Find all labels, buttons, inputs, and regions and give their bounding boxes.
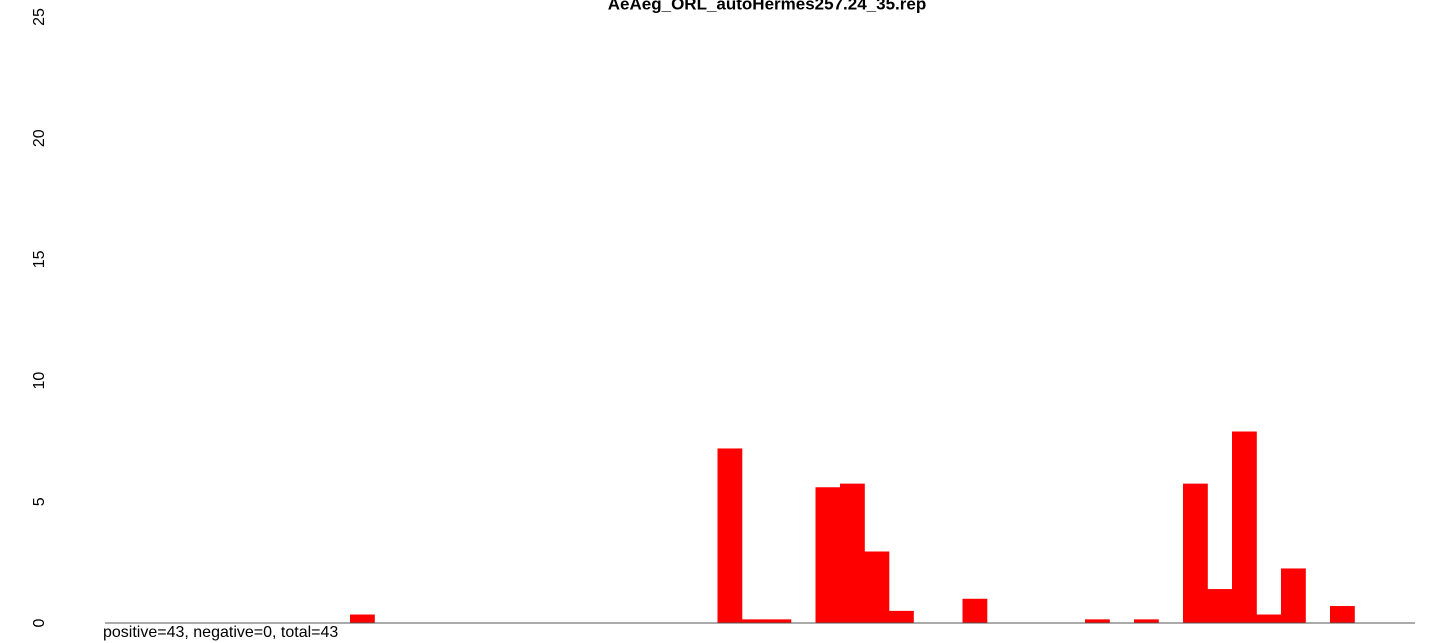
- bar: [962, 598, 988, 623]
- y-tick-label: 0: [31, 618, 48, 627]
- bar: [350, 614, 375, 623]
- bar: [1256, 614, 1282, 623]
- y-tick-label: 10: [31, 372, 48, 390]
- y-tick-label: 15: [31, 250, 48, 268]
- bar: [717, 448, 743, 623]
- annotation: positive=43, negative=0, total=43: [103, 624, 338, 641]
- bar: [864, 551, 890, 623]
- bar: [1281, 568, 1306, 623]
- bar: [889, 610, 914, 623]
- bar: [1134, 619, 1159, 623]
- y-tick-label: 5: [31, 497, 48, 506]
- bar: [840, 483, 865, 623]
- bar: [766, 619, 792, 623]
- y-tick-label: 25: [31, 8, 48, 26]
- bar: [1183, 483, 1208, 623]
- chart-title: AeAeg_ORL_autoHermes257.24_35.rep: [608, 0, 926, 13]
- bar: [1330, 606, 1355, 623]
- bar: [742, 619, 767, 623]
- bar: [1085, 619, 1110, 623]
- y-tick-label: 20: [31, 129, 48, 147]
- bar: [1232, 431, 1257, 623]
- bar: [1207, 589, 1233, 623]
- bar: [815, 487, 841, 623]
